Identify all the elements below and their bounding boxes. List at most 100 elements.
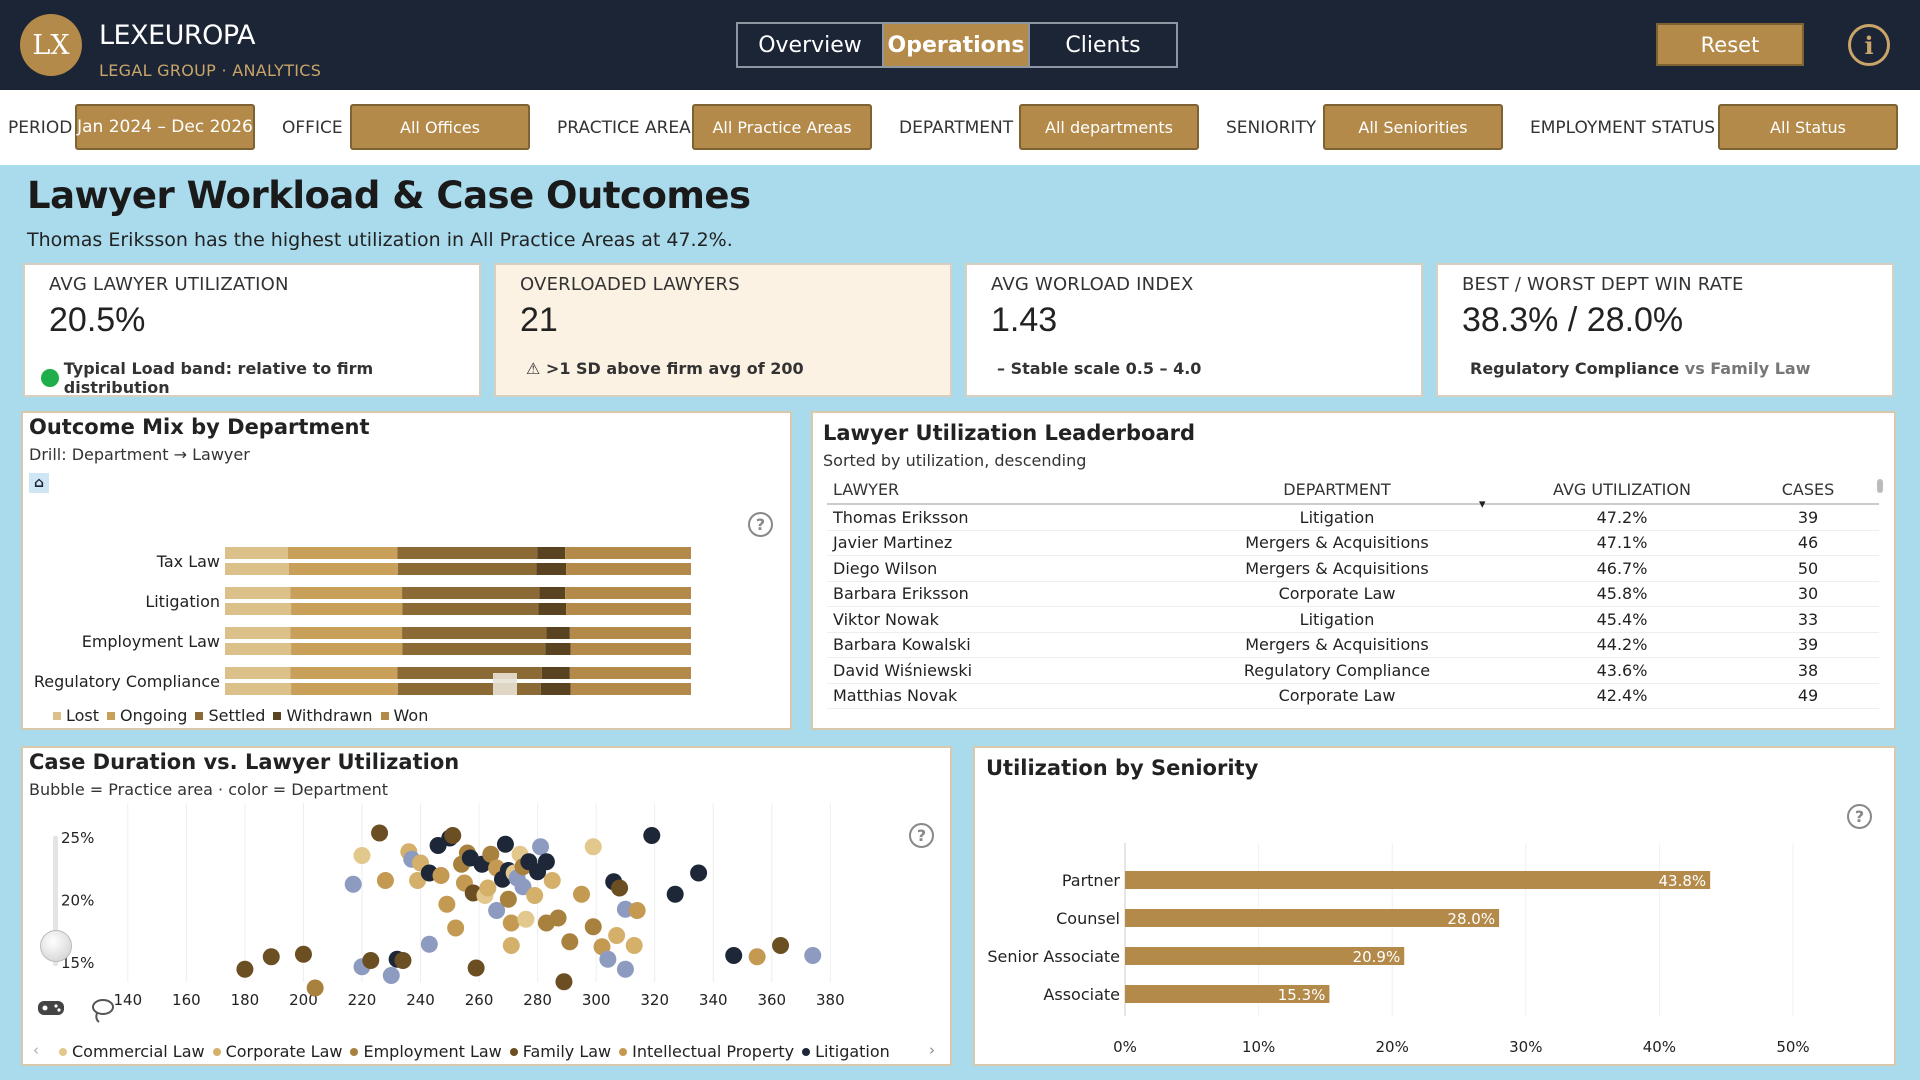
stacked-bar-segment[interactable]: [569, 667, 691, 679]
scatter-point[interactable]: [496, 835, 514, 853]
scatter-point[interactable]: [362, 952, 380, 969]
scatter-point[interactable]: [382, 967, 400, 984]
seniority-bar[interactable]: [1125, 985, 1330, 1003]
scatter-point[interactable]: [502, 937, 520, 954]
scatter-point[interactable]: [690, 864, 708, 882]
scatter-point[interactable]: [499, 890, 517, 908]
scatter-point[interactable]: [262, 948, 280, 966]
scatter-point[interactable]: [532, 838, 550, 856]
stacked-bar-segment[interactable]: [225, 627, 291, 639]
scatter-point[interactable]: [344, 875, 362, 893]
scatter-point[interactable]: [561, 933, 579, 951]
tab-clients[interactable]: Clients: [1065, 32, 1141, 58]
tab-operations[interactable]: Operations: [884, 24, 1030, 66]
stacked-bar-segment[interactable]: [565, 587, 691, 599]
scatter-point[interactable]: [537, 853, 555, 871]
stacked-bar-segment[interactable]: [538, 603, 567, 615]
stacked-bar-segment[interactable]: [546, 627, 570, 639]
table-row[interactable]: Javier Martinez Mergers & Acquisitions 47.…: [827, 531, 1879, 556]
gamepad-icon[interactable]: [37, 998, 65, 1018]
scatter-point[interactable]: [420, 935, 438, 953]
scatter-point[interactable]: [447, 919, 465, 937]
office-filter[interactable]: All Offices: [350, 104, 530, 150]
scatter-point[interactable]: [482, 845, 500, 863]
stacked-bar-segment[interactable]: [402, 643, 546, 655]
stacked-bar-segment[interactable]: [402, 627, 547, 639]
scatter-point[interactable]: [514, 878, 532, 896]
scatter-point[interactable]: [517, 910, 535, 928]
stacked-bar-segment[interactable]: [537, 547, 566, 559]
table-row[interactable]: David Wiśniewski Regulatory Compliance 43.…: [827, 658, 1879, 684]
stacked-bar-segment[interactable]: [541, 667, 570, 679]
scatter-point[interactable]: [371, 824, 389, 842]
stacked-bar-segment[interactable]: [402, 603, 539, 615]
scatter-point[interactable]: [584, 838, 602, 856]
seniority-bar[interactable]: [1125, 871, 1711, 889]
stacked-bar-segment[interactable]: [570, 643, 691, 655]
info-icon[interactable]: i: [1848, 24, 1890, 66]
stacked-bar-segment[interactable]: [290, 667, 398, 679]
scatter-point[interactable]: [584, 918, 602, 936]
table-row[interactable]: Viktor Nowak Litigation 45.4% 33: [827, 607, 1879, 633]
scatter-point[interactable]: [526, 887, 544, 904]
scatter-point[interactable]: [502, 914, 520, 932]
scatter-point[interactable]: [236, 960, 254, 978]
stacked-bar-segment[interactable]: [565, 547, 691, 559]
stacked-bar-segment[interactable]: [225, 643, 292, 655]
scatter-point[interactable]: [479, 879, 497, 897]
scatter-point[interactable]: [394, 952, 412, 969]
scatter-point[interactable]: [467, 959, 485, 977]
scatter-point[interactable]: [666, 885, 684, 903]
seniority-bar[interactable]: [1125, 909, 1500, 927]
table-row[interactable]: Thomas Eriksson Litigation 47.2% 39: [827, 505, 1879, 531]
stacked-bar-segment[interactable]: [397, 563, 537, 575]
scatter-point[interactable]: [543, 872, 561, 889]
col-cases[interactable]: CASES: [1781, 479, 1835, 499]
stacked-bar-segment[interactable]: [402, 587, 540, 599]
scatter-point[interactable]: [438, 895, 456, 913]
home-icon[interactable]: ⌂: [29, 473, 49, 493]
scatter-point[interactable]: [611, 879, 629, 897]
col-lawyer[interactable]: LAWYER: [833, 479, 900, 499]
table-row[interactable]: Diego Wilson Mergers & Acquisitions 46.7% 5…: [827, 556, 1879, 582]
scatter-point[interactable]: [353, 847, 371, 864]
scatter-point[interactable]: [748, 948, 766, 966]
scatter-point[interactable]: [555, 973, 573, 991]
scrollbar-thumb[interactable]: [1877, 479, 1883, 493]
stacked-bar-segment[interactable]: [225, 587, 291, 599]
table-row[interactable]: Matthias Novak Corporate Law 42.4% 49: [827, 684, 1879, 709]
scatter-point[interactable]: [549, 909, 567, 927]
scatter-point[interactable]: [294, 945, 312, 963]
stacked-bar-segment[interactable]: [566, 563, 691, 575]
scatter-point[interactable]: [725, 947, 743, 964]
stacked-bar-segment[interactable]: [539, 587, 566, 599]
department-filter[interactable]: All departments: [1019, 104, 1199, 150]
legend-next-icon[interactable]: ›: [929, 1041, 935, 1059]
practice-area-filter[interactable]: All Practice Areas: [692, 104, 872, 150]
scatter-point[interactable]: [625, 937, 643, 954]
sort-desc-icon[interactable]: ▾: [1479, 497, 1486, 512]
col-avg-utilization[interactable]: AVG UTILIZATION: [1553, 479, 1691, 499]
stacked-bar-segment[interactable]: [291, 643, 403, 655]
seniority-filter[interactable]: All Seniorities: [1323, 104, 1503, 150]
scatter-point[interactable]: [616, 960, 634, 978]
stacked-bar-segment[interactable]: [536, 563, 567, 575]
zoom-slider-handle[interactable]: [40, 930, 72, 962]
table-row[interactable]: Barbara Kowalski Mergers & Acquisitions 44…: [827, 633, 1879, 658]
help-icon[interactable]: ?: [1847, 804, 1872, 829]
table-row[interactable]: Barbara Eriksson Corporate Law 45.8% 30: [827, 582, 1879, 607]
help-icon[interactable]: ?: [909, 823, 934, 848]
stacked-bar-segment[interactable]: [569, 627, 691, 639]
lasso-icon[interactable]: [91, 998, 115, 1024]
scatter-point[interactable]: [628, 902, 646, 919]
help-icon[interactable]: ?: [748, 512, 773, 537]
stacked-bar-segment[interactable]: [545, 643, 571, 655]
scatter-point[interactable]: [772, 937, 790, 954]
scatter-point[interactable]: [643, 827, 661, 844]
stacked-bar-segment[interactable]: [397, 547, 538, 559]
stacked-bar-segment[interactable]: [566, 603, 691, 615]
stacked-bar-segment[interactable]: [225, 683, 292, 695]
stacked-bar-segment[interactable]: [225, 603, 292, 615]
tab-overview[interactable]: Overview: [738, 24, 884, 66]
stacked-bar-segment[interactable]: [291, 683, 398, 695]
